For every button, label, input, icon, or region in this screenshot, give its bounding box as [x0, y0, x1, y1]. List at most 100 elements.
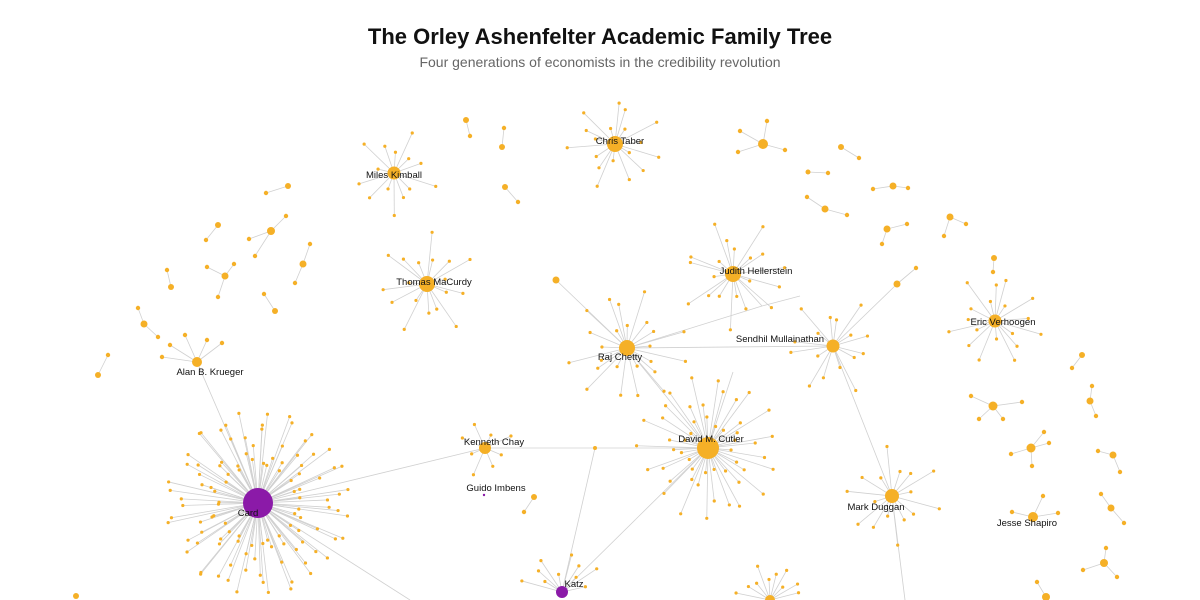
student-node: [1004, 278, 1008, 283]
graph-edge: [561, 568, 597, 593]
student-node: [738, 421, 742, 425]
student-node: [408, 187, 412, 191]
graph-edge: [236, 502, 259, 592]
student-node: [298, 487, 302, 491]
student-node: [461, 291, 465, 295]
student-node: [965, 281, 969, 285]
student-node: [689, 255, 693, 259]
node-label-krueger: Alan B. Krueger: [176, 367, 243, 378]
graph-edge: [626, 305, 763, 349]
student-node: [634, 444, 639, 448]
graph-edge: [393, 132, 413, 174]
cluster-center-node: [619, 340, 635, 356]
student-node: [314, 549, 318, 554]
student-node: [729, 448, 733, 452]
graph-edge: [757, 566, 771, 600]
student-node: [410, 131, 414, 135]
student-node: [968, 393, 974, 399]
group-center-node: [1028, 512, 1038, 522]
student-node: [209, 485, 213, 490]
graph-edge: [626, 331, 685, 349]
student-node: [574, 575, 578, 579]
student-node: [713, 222, 717, 226]
student-node: [376, 167, 380, 171]
group-center-node: [1026, 443, 1036, 453]
student-node: [969, 307, 973, 311]
group-center-node: [893, 280, 901, 288]
graph-edge: [561, 554, 572, 593]
graph-edge: [729, 273, 734, 330]
student-node: [856, 155, 862, 161]
student-node: [825, 170, 831, 176]
student-node: [246, 236, 252, 242]
student-node: [340, 464, 344, 468]
student-node: [252, 253, 258, 259]
student-node: [588, 330, 592, 335]
student-node: [166, 521, 170, 525]
student-node: [653, 370, 657, 374]
group-center-node: [946, 213, 954, 221]
student-node: [593, 137, 598, 141]
student-node: [200, 483, 204, 487]
student-node: [682, 330, 686, 334]
graph-edge: [568, 347, 628, 364]
student-node: [536, 569, 541, 573]
student-node: [845, 489, 849, 493]
student-node: [401, 257, 406, 261]
student-node: [782, 266, 787, 270]
student-node: [1069, 365, 1075, 371]
student-node: [686, 302, 690, 306]
node-label-macurdy: Thomas MaCurdy: [396, 277, 472, 288]
student-node: [816, 331, 820, 335]
student-node: [655, 120, 659, 124]
graph-edge: [790, 345, 834, 353]
student-node: [337, 492, 341, 496]
student-node: [714, 424, 718, 429]
group-center-node: [1109, 451, 1117, 459]
student-node: [307, 241, 313, 247]
student-node: [196, 463, 200, 467]
student-node: [816, 354, 820, 358]
student-node: [565, 146, 569, 150]
student-node: [213, 489, 217, 493]
graph-edge: [403, 283, 428, 330]
student-node: [1117, 469, 1123, 475]
student-node: [237, 534, 241, 538]
student-node: [402, 327, 406, 331]
student-node: [734, 591, 738, 595]
chart-subtitle: Four generations of economists in the cr…: [419, 54, 781, 70]
student-node: [427, 311, 431, 315]
graph-edge: [501, 127, 505, 148]
student-node: [294, 547, 298, 552]
student-node: [392, 213, 396, 218]
student-node: [735, 149, 741, 155]
student-node: [807, 384, 812, 388]
student-node: [454, 324, 458, 329]
student-node: [1055, 510, 1061, 516]
student-node: [663, 404, 668, 408]
graph-edge: [205, 224, 219, 241]
student-node: [216, 502, 221, 506]
student-node: [169, 516, 174, 520]
student-node: [690, 477, 694, 482]
cluster-center-node: [765, 595, 775, 600]
student-node: [471, 473, 476, 477]
student-node: [197, 472, 202, 477]
student-node: [265, 412, 270, 416]
student-node: [692, 420, 696, 424]
student-node: [186, 452, 190, 457]
student-node: [728, 328, 732, 332]
student-node: [434, 184, 438, 188]
student-node: [1089, 383, 1095, 389]
graph-edge: [523, 496, 535, 513]
student-node: [623, 127, 627, 131]
student-node: [1039, 332, 1043, 336]
student-node: [721, 428, 726, 432]
student-node: [520, 579, 524, 583]
student-node: [1046, 440, 1052, 446]
student-node: [852, 355, 856, 360]
cluster-center-node: [243, 488, 273, 518]
node-label-katz: Katz: [564, 579, 583, 590]
student-node: [1095, 448, 1101, 454]
cluster-center-node: [556, 586, 568, 598]
